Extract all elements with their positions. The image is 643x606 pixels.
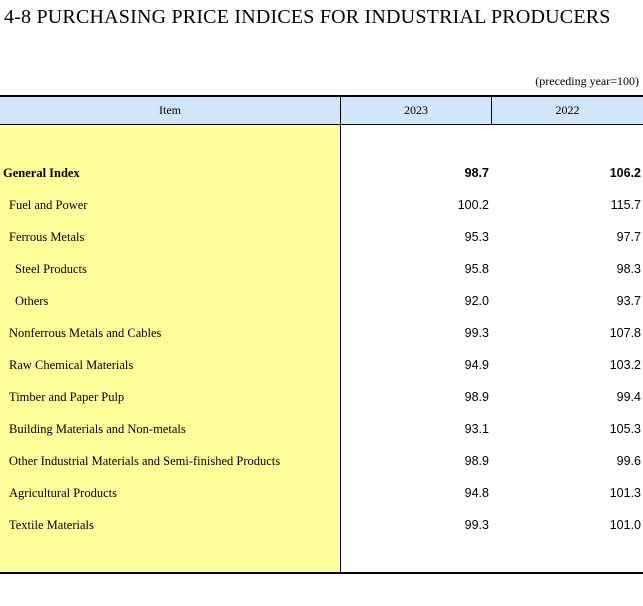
row-label: Other Industrial Materials and Semi-fini…: [9, 454, 281, 468]
row-label: Agricultural Products: [9, 486, 117, 500]
table-row: Ferrous Metals 95.3 97.7: [0, 221, 643, 253]
table-row: Fuel and Power 100.2 115.7: [0, 189, 643, 221]
header-background: [0, 97, 643, 124]
row-label: Fuel and Power: [9, 198, 88, 212]
price-index-table: Item 2023 2022 General Index 98.7 106.2 …: [0, 95, 643, 574]
table-row: Steel Products 95.8 98.3: [0, 253, 643, 285]
value-2023: 100.2: [457, 198, 489, 212]
row-label: Raw Chemical Materials: [9, 358, 134, 372]
value-2023: 92.0: [464, 294, 489, 308]
unit-note: (preceding year=100): [535, 74, 639, 88]
value-2022: 103.2: [609, 358, 641, 372]
value-2023: 95.8: [464, 262, 489, 276]
table-row: Nonferrous Metals and Cables 99.3 107.8: [0, 317, 643, 349]
value-2022: 115.7: [610, 198, 641, 212]
value-2023: 98.9: [464, 390, 489, 404]
value-2023: 98.9: [464, 454, 489, 468]
value-2022: 101.3: [609, 486, 641, 500]
column-divider: [491, 97, 492, 124]
value-2022: 93.7: [616, 294, 641, 308]
table-row: Textile Materials 99.3 101.0: [0, 509, 643, 541]
table-row: Timber and Paper Pulp 98.9 99.4: [0, 381, 643, 413]
value-2022: 101.0: [609, 518, 641, 532]
header-2022: 2022: [555, 103, 580, 117]
top-rule: [0, 95, 643, 97]
value-2023: 93.1: [464, 422, 489, 436]
table-row: Raw Chemical Materials 94.9 103.2: [0, 349, 643, 381]
column-divider: [340, 97, 341, 572]
item-column-background: [0, 125, 340, 572]
value-2023: 98.7: [464, 166, 489, 180]
table-row: Agricultural Products 94.8 101.3: [0, 477, 643, 509]
row-label: Others: [15, 294, 49, 308]
value-2023: 94.8: [464, 486, 489, 500]
bottom-rule: [0, 572, 643, 574]
value-2022: 105.3: [609, 422, 641, 436]
value-2022: 99.6: [616, 454, 641, 468]
value-2023: 99.3: [464, 326, 489, 340]
page-title: 4-8 PURCHASING PRICE INDICES FOR INDUSTR…: [4, 6, 611, 28]
row-label: Ferrous Metals: [9, 230, 85, 244]
table-row: Other Industrial Materials and Semi-fini…: [0, 445, 643, 477]
table-row: General Index 98.7 106.2: [0, 157, 643, 189]
value-2022: 97.7: [616, 230, 641, 244]
row-label: Timber and Paper Pulp: [9, 390, 125, 404]
value-2022: 106.2: [609, 166, 641, 180]
value-2022: 99.4: [616, 390, 641, 404]
value-2022: 107.8: [609, 326, 641, 340]
row-label: Nonferrous Metals and Cables: [9, 326, 162, 340]
value-2023: 95.3: [464, 230, 489, 244]
row-label: Steel Products: [15, 262, 87, 276]
value-2022: 98.3: [616, 262, 641, 276]
row-label: Textile Materials: [9, 518, 94, 532]
header-rule: [0, 124, 643, 125]
header-2023: 2023: [404, 103, 428, 117]
header-item: Item: [159, 103, 181, 117]
row-label: Building Materials and Non-metals: [9, 422, 186, 436]
table-row: Building Materials and Non-metals 93.1 1…: [0, 413, 643, 445]
row-label: General Index: [3, 166, 80, 180]
value-2023: 99.3: [464, 518, 489, 532]
table-row: Others 92.0 93.7: [0, 285, 643, 317]
value-2023: 94.9: [464, 358, 489, 372]
